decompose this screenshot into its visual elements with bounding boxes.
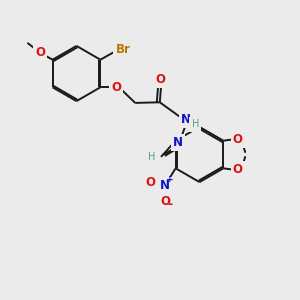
Text: O: O: [233, 163, 243, 176]
Text: O: O: [35, 46, 45, 59]
Text: N: N: [181, 112, 191, 126]
Text: N: N: [173, 136, 183, 149]
Text: H: H: [191, 119, 199, 130]
Text: O: O: [160, 195, 170, 208]
Text: -: -: [167, 198, 172, 212]
Text: O: O: [233, 133, 243, 146]
Text: O: O: [111, 81, 121, 94]
Text: O: O: [155, 73, 165, 86]
Text: +: +: [167, 175, 174, 184]
Text: O: O: [146, 176, 156, 189]
Text: Br: Br: [116, 43, 130, 56]
Text: H: H: [148, 152, 156, 163]
Text: N: N: [160, 179, 170, 192]
